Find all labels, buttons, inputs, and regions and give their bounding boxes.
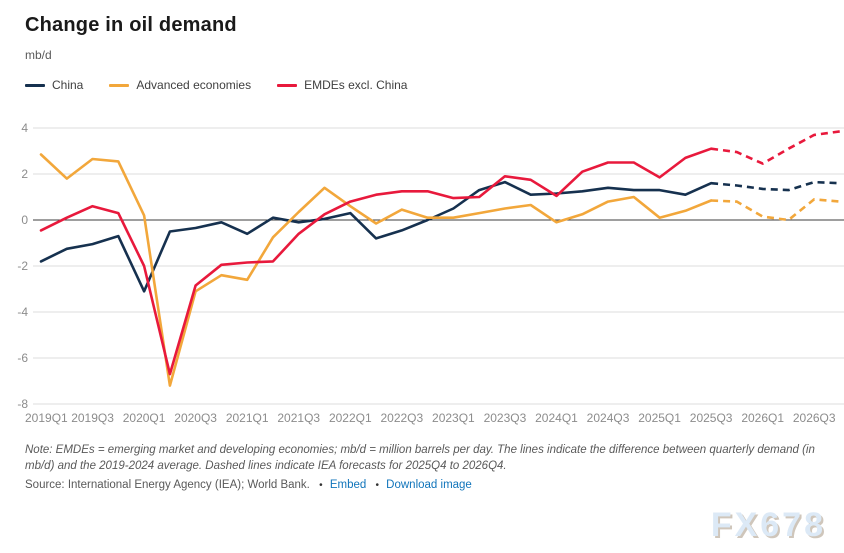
svg-text:2026Q1: 2026Q1	[741, 411, 784, 425]
chart-title: Change in oil demand	[25, 14, 237, 36]
svg-text:2022Q1: 2022Q1	[329, 411, 372, 425]
embed-link[interactable]: Embed	[329, 479, 367, 491]
bullet-separator: •	[319, 480, 323, 491]
svg-text:2021Q1: 2021Q1	[226, 411, 269, 425]
svg-text:2020Q1: 2020Q1	[123, 411, 166, 425]
svg-text:2: 2	[21, 167, 28, 181]
svg-text:-2: -2	[17, 259, 28, 273]
svg-text:-8: -8	[17, 397, 28, 411]
legend-item-advanced-economies[interactable]: Advanced economies	[109, 78, 251, 92]
legend: China Advanced economies EMDEs excl. Chi…	[25, 78, 407, 92]
svg-text:2019Q1: 2019Q1	[25, 411, 68, 425]
legend-item-china[interactable]: China	[25, 78, 83, 92]
legend-label-china: China	[52, 78, 84, 92]
y-axis-unit-label: mb/d	[25, 48, 52, 62]
svg-text:2023Q1: 2023Q1	[432, 411, 475, 425]
line-chart: 4 2 0 -2 -4 -6 -8 2019Q1 2019Q3 2020Q1 2020Q3 2021Q…	[0, 112, 844, 428]
svg-text:2025Q1: 2025Q1	[638, 411, 681, 425]
svg-text:2022Q3: 2022Q3	[380, 411, 423, 425]
legend-label-advanced-economies: Advanced economies	[136, 78, 252, 92]
svg-text:2023Q3: 2023Q3	[484, 411, 527, 425]
source-line: Source: International Energy Agency (IEA…	[25, 479, 825, 491]
svg-text:-4: -4	[17, 305, 28, 319]
legend-label-emdes-excl-china: EMDEs excl. China	[304, 78, 408, 92]
svg-text:2026Q3: 2026Q3	[793, 411, 836, 425]
fx678-watermark: FX678	[710, 506, 826, 544]
svg-text:2025Q3: 2025Q3	[690, 411, 733, 425]
svg-text:2021Q3: 2021Q3	[277, 411, 320, 425]
china-line-swatch	[25, 83, 45, 87]
source-text: Source: International Energy Agency (IEA…	[25, 479, 310, 491]
svg-text:2020Q3: 2020Q3	[174, 411, 217, 425]
svg-text:-6: -6	[17, 351, 28, 365]
emdes-line-swatch	[277, 83, 298, 87]
svg-text:2024Q3: 2024Q3	[587, 411, 630, 425]
download-image-link[interactable]: Download image	[386, 479, 472, 491]
bullet-separator: •	[375, 480, 379, 491]
svg-text:2019Q3: 2019Q3	[71, 411, 114, 425]
svg-text:2024Q1: 2024Q1	[535, 411, 578, 425]
advanced-economies-line-swatch	[109, 83, 130, 87]
svg-text:0: 0	[21, 213, 28, 227]
legend-item-emdes-excl-china[interactable]: EMDEs excl. China	[277, 78, 407, 92]
svg-text:4: 4	[21, 121, 28, 135]
footnote: Note: EMDEs = emerging market and develo…	[25, 444, 815, 472]
